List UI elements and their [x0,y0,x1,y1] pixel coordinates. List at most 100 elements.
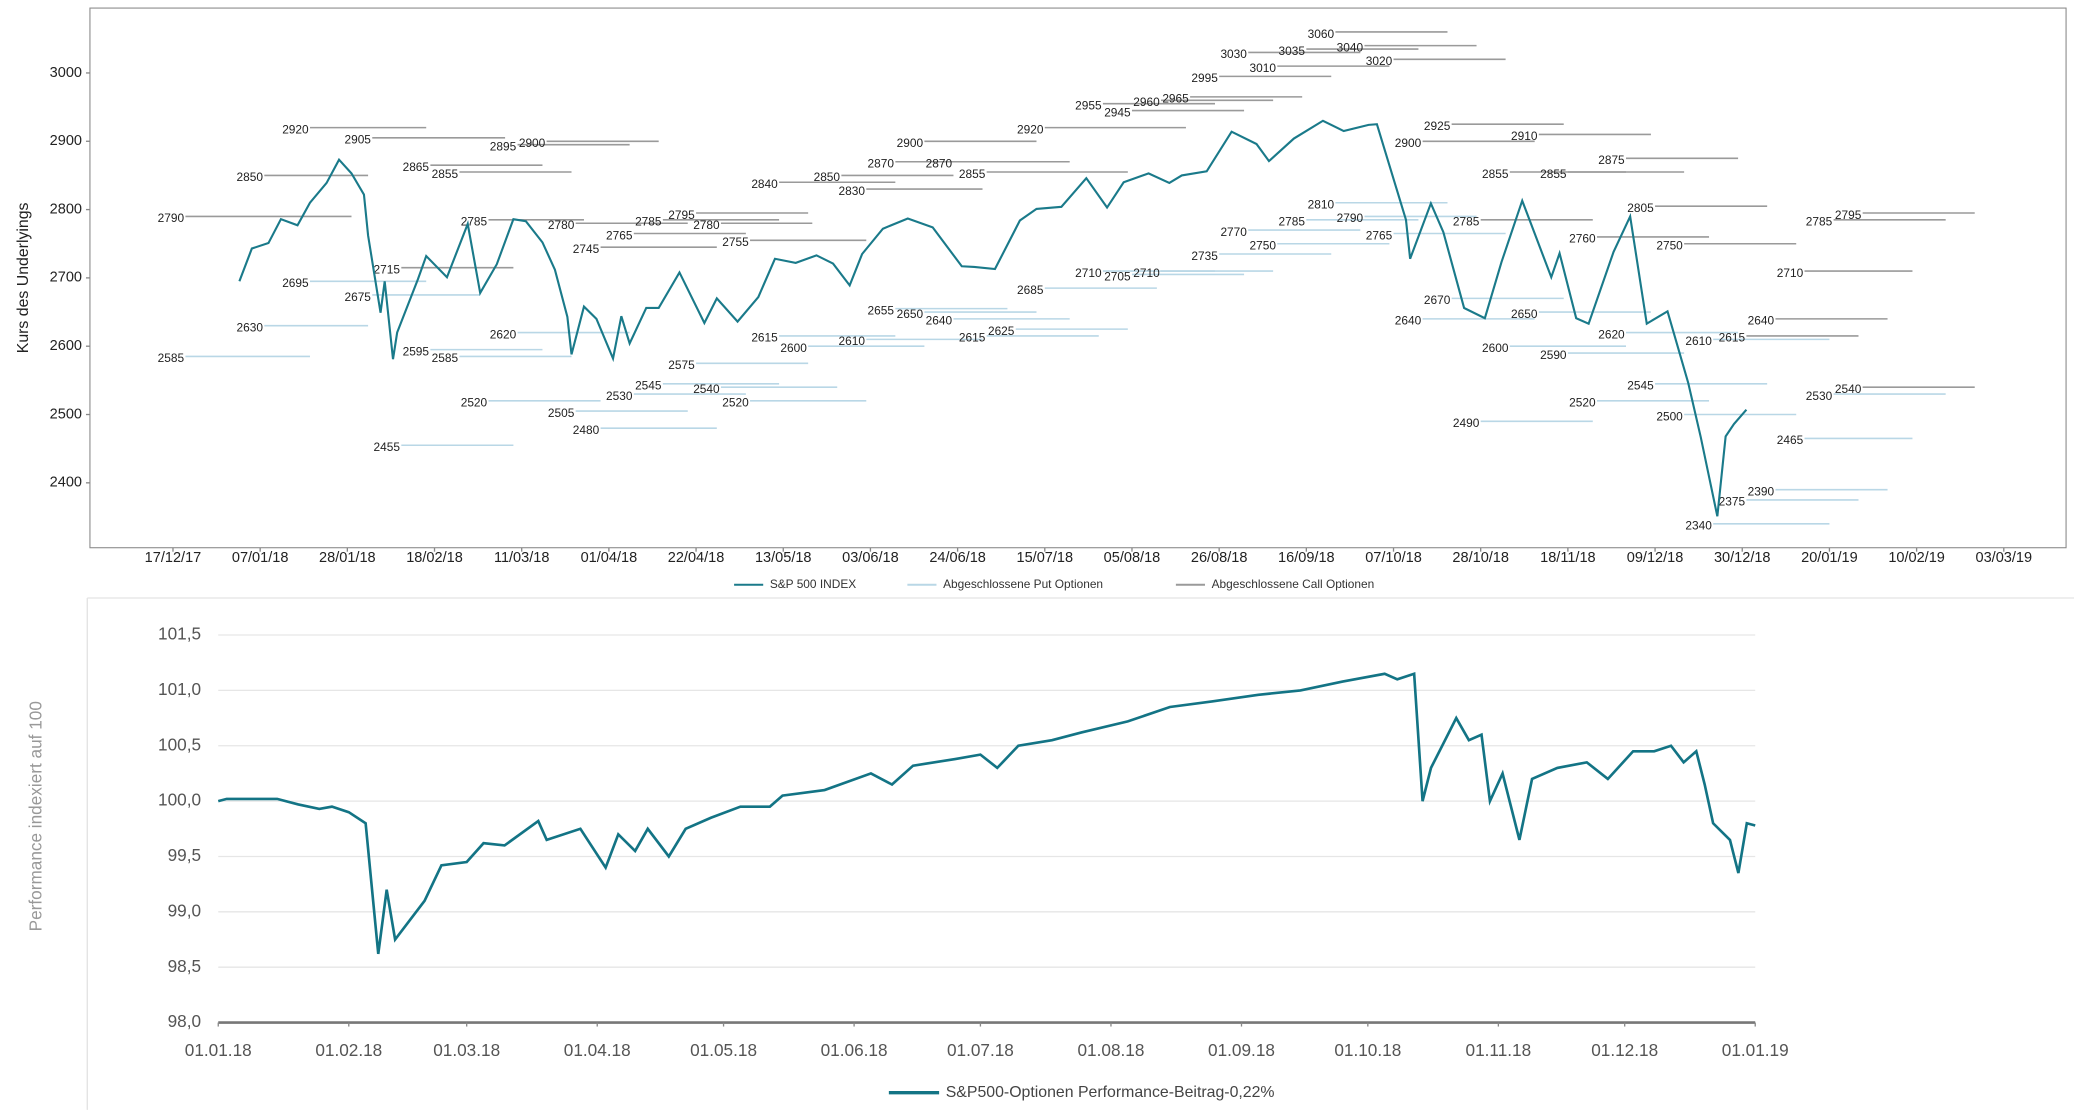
option-label: 2920 [282,122,309,136]
option-label: 3010 [1250,61,1277,75]
option-label: 2715 [374,262,401,276]
y-tick-label: 101,5 [158,624,201,644]
option-label: 2785 [1453,215,1480,229]
option-label: 2340 [1685,519,1712,533]
option-label: 2785 [635,215,662,229]
option-label: 3060 [1308,27,1335,41]
x-tick-label: 05/08/18 [1104,550,1161,566]
option-label: 2630 [237,320,264,334]
x-tick-label: 01.07.18 [947,1040,1014,1060]
option-label: 2540 [693,382,720,396]
option-label: 2745 [573,242,600,256]
option-label: 2575 [668,358,695,372]
x-tick-label: 01.12.18 [1591,1040,1658,1060]
y-tick-label: 2500 [50,406,82,422]
y-tick-label: 2400 [50,475,82,491]
x-tick-label: 01.02.18 [315,1040,382,1060]
option-label: 2755 [722,235,749,249]
option-label: 2735 [1191,249,1218,263]
option-label: 2945 [1104,105,1131,119]
option-label: 2650 [897,307,924,321]
x-tick-label: 18/11/18 [1540,550,1596,566]
option-label: 2530 [1806,389,1833,403]
option-label: 2855 [432,167,459,181]
option-label: 2955 [1075,98,1102,112]
x-tick-label: 17/12/17 [145,550,202,566]
x-tick-label: 01.04.18 [564,1040,631,1060]
option-label: 2545 [635,379,662,393]
option-label: 2710 [1777,266,1804,280]
x-tick-label: 16/09/18 [1278,550,1335,566]
option-label: 2900 [519,136,546,150]
option-label: 3040 [1337,40,1364,54]
x-tick-label: 15/07/18 [1017,550,1074,566]
option-label: 2875 [1598,153,1625,167]
option-label: 2465 [1777,433,1804,447]
x-tick-label: 22/04/18 [668,550,725,566]
option-label: 2855 [1540,167,1567,181]
x-tick-label: 28/01/18 [319,550,376,566]
option-label: 2455 [374,440,401,454]
x-tick-label: 01.05.18 [690,1040,757,1060]
x-tick-label: 07/10/18 [1365,550,1422,566]
y-tick-label: 2900 [50,133,82,149]
x-tick-label: 10/02/19 [1888,550,1945,566]
option-label: 2685 [1017,283,1044,297]
option-label: 2695 [282,276,309,290]
option-label: 2780 [548,218,575,232]
option-label: 2615 [959,331,986,345]
option-label: 2615 [751,331,778,345]
y-tick-label: 99,5 [168,845,201,865]
option-label: 2765 [606,228,633,242]
y-tick-label: 100,0 [158,790,201,810]
option-label: 2600 [1482,341,1509,355]
option-label: 2780 [693,218,720,232]
option-label: 2375 [1719,495,1746,509]
option-label: 2650 [1511,307,1538,321]
x-tick-label: 30/12/18 [1714,550,1771,566]
option-label: 2855 [1482,167,1509,181]
option-label: 2480 [573,423,600,437]
y-tick-label: 2800 [50,201,82,217]
option-label: 2705 [1104,269,1131,283]
x-tick-label: 20/01/19 [1801,550,1858,566]
y-tick-label: 98,5 [168,956,201,976]
option-label: 2520 [722,396,749,410]
option-label: 2595 [403,344,430,358]
option-label: 2545 [1627,379,1654,393]
option-label: 2960 [1133,95,1160,109]
x-tick-label: 01/04/18 [581,550,638,566]
option-label: 2520 [1569,396,1596,410]
option-label: 2895 [490,139,517,153]
option-label: 2520 [461,396,488,410]
option-label: 2785 [461,215,488,229]
option-label: 2785 [1279,215,1306,229]
option-label: 2500 [1656,409,1683,423]
option-label: 2540 [1835,382,1862,396]
option-label: 2530 [606,389,633,403]
option-label: 2830 [839,184,866,198]
option-label: 2810 [1308,198,1335,212]
option-label: 2620 [1598,327,1625,341]
option-label: 2390 [1748,484,1775,498]
option-label: 2770 [1220,225,1247,239]
option-label: 2640 [1748,314,1775,328]
option-label: 2590 [1540,348,1567,362]
x-tick-label: 01.10.18 [1334,1040,1401,1060]
x-tick-label: 01.11.18 [1466,1040,1532,1060]
option-label: 3035 [1279,44,1306,58]
option-label: 2855 [959,167,986,181]
x-tick-label: 03/03/19 [1976,550,2033,566]
option-label: 2640 [926,314,953,328]
option-label: 2905 [344,133,371,147]
x-tick-label: 13/05/18 [755,550,812,566]
option-label: 2865 [403,160,430,174]
legend-label: S&P500-Optionen Performance-Beitrag-0,22… [946,1084,1275,1101]
y-tick-label: 100,5 [158,734,201,754]
option-label: 2760 [1569,232,1596,246]
x-tick-label: 26/08/18 [1191,550,1248,566]
option-label: 2600 [780,341,807,355]
option-label: 2920 [1017,122,1044,136]
